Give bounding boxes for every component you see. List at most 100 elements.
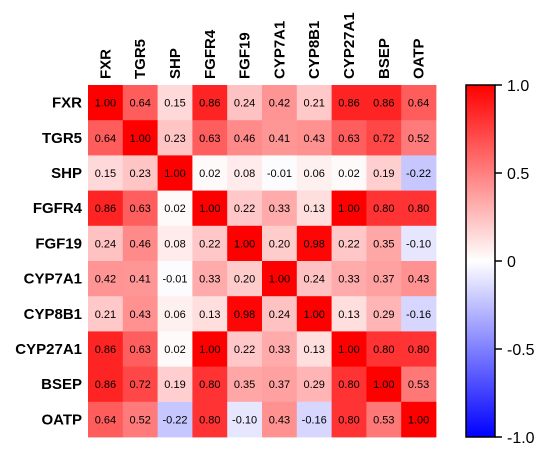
cell-value-label: -0.10 — [406, 238, 431, 250]
heatmap-cell — [401, 155, 437, 191]
heatmap-cell — [262, 401, 298, 438]
heatmap-cell — [227, 296, 263, 332]
heatmap-cell — [157, 296, 193, 332]
cell-value-label: 1.00 — [199, 344, 220, 356]
cell-value-label: 0.08 — [164, 238, 185, 250]
colorbar — [465, 84, 496, 438]
heatmap-cell — [401, 331, 437, 367]
cell-value-label: 0.86 — [95, 203, 116, 215]
heatmap-cell — [192, 401, 228, 438]
row-label: SHP — [51, 165, 82, 182]
heatmap-cell — [262, 225, 298, 262]
heatmap-cell — [88, 401, 124, 438]
cell-value-label: 0.33 — [269, 203, 290, 215]
heatmap-cell — [366, 331, 402, 367]
heatmap-cell — [366, 225, 402, 262]
cell-value-label: 0.42 — [95, 274, 116, 286]
heatmap-cell — [401, 225, 437, 262]
row-label: FGF19 — [35, 235, 82, 252]
cell-value-label: 0.20 — [269, 238, 290, 250]
cell-value-label: -0.22 — [406, 168, 431, 180]
cell-value-label: 0.86 — [338, 98, 359, 110]
heatmap-cell — [262, 120, 298, 156]
cell-value-label: 0.21 — [95, 309, 116, 321]
heatmap-cell — [331, 261, 367, 297]
heatmap-cell — [331, 296, 367, 332]
heatmap-cell — [262, 261, 298, 297]
cell-value-label: 0.53 — [408, 379, 429, 391]
cell-value-label: 0.29 — [303, 379, 324, 391]
heatmap-cell — [296, 85, 332, 121]
cell-value-label: 0.13 — [303, 203, 324, 215]
heatmap-cells: 1.00 0.64 0.15 0.86 0.24 0.42 0.21 0.86 0.86 0.64… — [88, 85, 437, 438]
heatmap-cell — [262, 155, 298, 191]
column-label: SHP — [167, 48, 184, 79]
heatmap-cell — [331, 331, 367, 367]
row-labels: FXR TGR5 SHP FGFR4 FGF19 CYP7A1 CYP8B1 CYP27A1 B… — [15, 95, 82, 429]
heatmap-cell — [262, 85, 298, 121]
cell-value-label: 1.00 — [303, 309, 324, 321]
cell-value-label: 0.98 — [234, 309, 255, 321]
heatmap-cell — [366, 401, 402, 438]
cell-value-label: 0.24 — [303, 274, 324, 286]
cell-value-label: 1.00 — [234, 238, 255, 250]
cell-value-label: -0.01 — [162, 274, 187, 286]
heatmap-cell — [192, 120, 228, 156]
heatmap-cell — [122, 155, 158, 191]
heatmap-cell — [122, 366, 158, 403]
cell-value-label: 0.46 — [129, 238, 150, 250]
cell-value-label: 0.86 — [95, 344, 116, 356]
heatmap-cell — [157, 261, 193, 297]
cell-value-label: 0.29 — [373, 309, 394, 321]
heatmap-cell — [331, 401, 367, 438]
heatmap-cell — [157, 401, 193, 438]
heatmap-cell — [192, 85, 228, 121]
cell-value-label: 0.52 — [408, 133, 429, 145]
cell-value-label: 0.06 — [303, 168, 324, 180]
row-label: TGR5 — [42, 130, 82, 147]
cell-value-label: 0.80 — [408, 203, 429, 215]
heatmap-cell — [122, 261, 158, 297]
cell-value-label: 0.64 — [408, 98, 429, 110]
heatmap-cell — [331, 155, 367, 191]
cell-value-label: 1.00 — [338, 203, 359, 215]
cell-value-label: 0.42 — [269, 98, 290, 110]
cell-value-label: 1.00 — [373, 379, 394, 391]
cell-value-label: 0.37 — [269, 379, 290, 391]
heatmap-cell — [192, 225, 228, 262]
cell-value-label: 0.52 — [129, 414, 150, 426]
cell-value-label: 0.64 — [95, 414, 116, 426]
cell-value-label: 0.80 — [199, 414, 220, 426]
heatmap-cell — [296, 296, 332, 332]
column-label: TGR5 — [132, 39, 149, 79]
heatmap-cell — [88, 225, 124, 262]
cell-value-label: 1.00 — [164, 168, 185, 180]
column-label: OATP — [411, 38, 428, 79]
cell-value-label: -0.16 — [406, 309, 431, 321]
heatmap-cell — [401, 85, 437, 121]
cell-value-label: 0.41 — [129, 274, 150, 286]
cell-value-label: 0.15 — [164, 98, 185, 110]
cell-value-label: 0.24 — [234, 98, 255, 110]
heatmap-cell — [157, 120, 193, 156]
heatmap-cell — [88, 296, 124, 332]
cell-value-label: 0.22 — [234, 344, 255, 356]
row-label: FXR — [52, 95, 82, 112]
heatmap-cell — [366, 190, 402, 227]
cell-value-label: 0.22 — [199, 238, 220, 250]
cell-value-label: 1.00 — [408, 414, 429, 426]
cell-value-label: 0.72 — [373, 133, 394, 145]
cell-value-label: -0.16 — [302, 414, 327, 426]
heatmap-cell — [192, 190, 228, 227]
cell-value-label: 0.98 — [303, 238, 324, 250]
cell-value-label: 0.80 — [408, 344, 429, 356]
heatmap-cell — [157, 331, 193, 367]
cell-value-label: 0.24 — [95, 238, 116, 250]
heatmap-cell — [331, 120, 367, 156]
cell-value-label: 0.21 — [303, 98, 324, 110]
cell-value-label: 0.86 — [373, 98, 394, 110]
cell-value-label: 0.23 — [164, 133, 185, 145]
cell-value-label: 1.00 — [338, 344, 359, 356]
cell-value-label: 0.43 — [269, 414, 290, 426]
cell-value-label: 1.00 — [95, 98, 116, 110]
